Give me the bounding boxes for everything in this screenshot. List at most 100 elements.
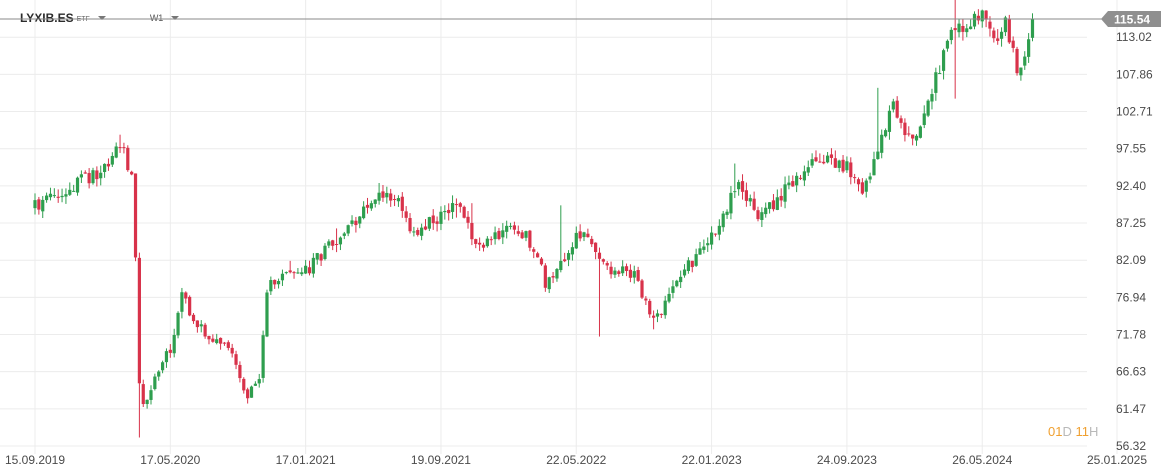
candle-body <box>501 230 505 238</box>
candle-body <box>601 259 605 262</box>
candlestick-series <box>33 0 1035 438</box>
candle-body <box>659 313 663 315</box>
candle-body <box>744 190 748 201</box>
timeframe-dropdown-icon[interactable] <box>171 15 180 20</box>
candle-body <box>976 15 980 21</box>
candle-body <box>520 232 524 239</box>
candle-body <box>493 232 497 240</box>
candle-body <box>180 292 184 312</box>
candle-body <box>392 199 397 201</box>
candle-body <box>110 155 114 165</box>
candle-body <box>613 270 617 275</box>
candle-body <box>304 265 308 274</box>
candle-body <box>1015 48 1019 74</box>
candle-body <box>961 25 965 32</box>
y-tick-label: 82.09 <box>1116 253 1146 267</box>
candle-body <box>984 10 988 20</box>
candle-body <box>543 265 547 288</box>
y-tick-label: 71.78 <box>1116 328 1146 342</box>
candle-body <box>570 247 575 255</box>
candle-body <box>945 40 950 49</box>
candle-body <box>737 182 741 190</box>
candle-body <box>68 189 72 195</box>
candle-body <box>725 211 729 215</box>
candle-body <box>965 28 969 33</box>
candle-body <box>988 21 992 29</box>
candle-body <box>157 371 161 377</box>
y-tick-label: 56.32 <box>1116 439 1146 453</box>
candle-body <box>876 151 880 160</box>
candle-body <box>122 147 126 149</box>
candle-body <box>574 232 578 249</box>
candle-body <box>891 101 895 110</box>
candle-body <box>578 231 582 239</box>
candle-body <box>996 38 1000 41</box>
candle-body <box>99 172 103 179</box>
candle-body <box>338 237 343 245</box>
candle-body <box>539 258 544 265</box>
candle-body <box>362 206 366 219</box>
candle-body <box>319 254 323 261</box>
candle-body <box>91 170 95 184</box>
candle-body <box>265 292 269 337</box>
candle-body <box>775 197 779 210</box>
candle-body <box>164 351 169 363</box>
candle-body <box>257 379 261 384</box>
candle-body <box>400 196 404 211</box>
candle-body <box>48 193 53 198</box>
x-tick-label: 17.01.2021 <box>276 453 336 467</box>
candle-body <box>829 154 834 158</box>
candle-body <box>617 271 621 274</box>
last-price-label: 115.54 <box>1101 11 1161 28</box>
candle-body <box>702 246 706 250</box>
symbol-dropdown-icon[interactable] <box>97 15 106 20</box>
candle-body <box>412 231 416 233</box>
candle-body <box>717 225 721 235</box>
candle-body <box>195 320 199 328</box>
candle-body <box>199 324 203 327</box>
symbol-label[interactable]: LYXIB.ES <box>20 11 74 25</box>
y-tick-label: 76.94 <box>1116 290 1146 304</box>
candle-body <box>33 200 37 209</box>
candle-body <box>79 174 83 178</box>
candle-body <box>671 286 675 293</box>
candle-body <box>141 384 145 405</box>
candle-body <box>566 253 571 260</box>
candle-body <box>825 155 830 163</box>
candle-body <box>342 233 346 236</box>
candle-body <box>137 257 141 384</box>
countdown-days: 01 <box>1048 424 1063 439</box>
candle-body <box>323 245 327 260</box>
candle-body <box>87 172 91 184</box>
x-tick-label: 15.09.2019 <box>5 453 65 467</box>
candle-body <box>75 177 80 193</box>
candle-body <box>126 147 130 171</box>
y-tick-label: 61.47 <box>1116 402 1146 416</box>
candle-body <box>969 26 973 30</box>
candle-body <box>644 298 648 301</box>
candle-body <box>168 349 172 353</box>
timeframe-label[interactable]: W1 <box>149 13 164 23</box>
candle-body <box>922 113 926 126</box>
candle-body <box>713 233 718 235</box>
candle-body <box>868 176 872 180</box>
candle-body <box>466 216 470 223</box>
last-price-tag <box>1101 11 1161 28</box>
candle-body <box>667 293 671 302</box>
candle-body <box>106 163 111 167</box>
candle-body <box>358 216 362 224</box>
candle-body <box>597 252 602 259</box>
candle-body <box>655 313 660 317</box>
candle-body <box>682 269 687 276</box>
candle-body <box>512 225 517 230</box>
candle-body <box>389 193 393 201</box>
candle-body <box>296 272 300 274</box>
candle-body <box>845 161 849 171</box>
candle-body <box>729 192 733 214</box>
candle-body <box>972 13 977 27</box>
candle-body <box>102 163 107 173</box>
candle-body <box>435 221 439 224</box>
candle-body <box>624 266 629 272</box>
candle-body <box>1011 40 1015 48</box>
